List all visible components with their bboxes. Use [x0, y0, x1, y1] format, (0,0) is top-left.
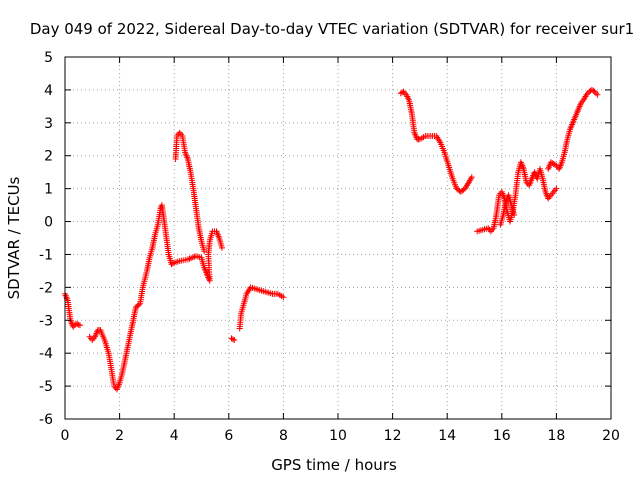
data-point-marker — [135, 301, 142, 308]
x-tick-label: 2 — [115, 428, 124, 444]
y-tick-label: 3 — [44, 116, 53, 132]
x-tick-label: 8 — [279, 428, 288, 444]
data-point-marker — [74, 321, 81, 328]
y-tick-label: -5 — [39, 379, 53, 395]
data-points — [62, 86, 601, 393]
y-tick-label: 4 — [44, 83, 53, 99]
x-tick-label: 6 — [224, 428, 233, 444]
x-tick-label: 20 — [602, 428, 620, 444]
x-tick-label: 14 — [438, 428, 456, 444]
y-tick-label: -2 — [39, 280, 53, 296]
data-point-marker — [468, 174, 475, 181]
y-tick-label: -3 — [39, 313, 53, 329]
y-tick-label: -4 — [39, 346, 53, 362]
data-point-marker — [594, 91, 601, 98]
y-tick-label: -1 — [39, 247, 53, 263]
y-tick-label: 1 — [44, 182, 53, 198]
y-tick-label: 5 — [44, 50, 53, 66]
x-tick-label: 16 — [493, 428, 511, 444]
x-axis-label: GPS time / hours — [271, 456, 397, 474]
grid-lines — [65, 57, 611, 419]
data-point-marker — [280, 294, 287, 301]
x-axis-ticks: 0 2 4 6 8 10 12 14 16 18 20 — [61, 57, 620, 444]
y-tick-label: 2 — [44, 149, 53, 165]
data-point-marker — [487, 228, 494, 235]
x-tick-label: 0 — [61, 428, 70, 444]
data-point-marker — [399, 89, 406, 96]
y-tick-label: -6 — [39, 412, 53, 428]
data-point-marker — [229, 336, 236, 343]
data-point-marker — [77, 322, 83, 329]
data-point-marker — [553, 185, 560, 192]
data-point-marker — [201, 248, 208, 255]
x-tick-label: 10 — [329, 428, 347, 444]
y-axis-ticks: -6 -5 -4 -3 -2 -1 0 1 2 3 4 5 — [39, 50, 611, 428]
chart-title: Day 049 of 2022, Sidereal Day-to-day VTE… — [30, 20, 634, 38]
data-point-marker — [219, 244, 225, 251]
x-tick-label: 18 — [547, 428, 565, 444]
data-point-marker — [231, 337, 238, 343]
data-point-marker — [511, 212, 518, 218]
x-tick-label: 12 — [384, 428, 402, 444]
y-axis-label: SDTVAR / TECUs — [5, 176, 23, 299]
x-tick-label: 4 — [170, 428, 179, 444]
data-point-marker — [169, 260, 176, 267]
y-tick-label: 0 — [44, 215, 53, 231]
